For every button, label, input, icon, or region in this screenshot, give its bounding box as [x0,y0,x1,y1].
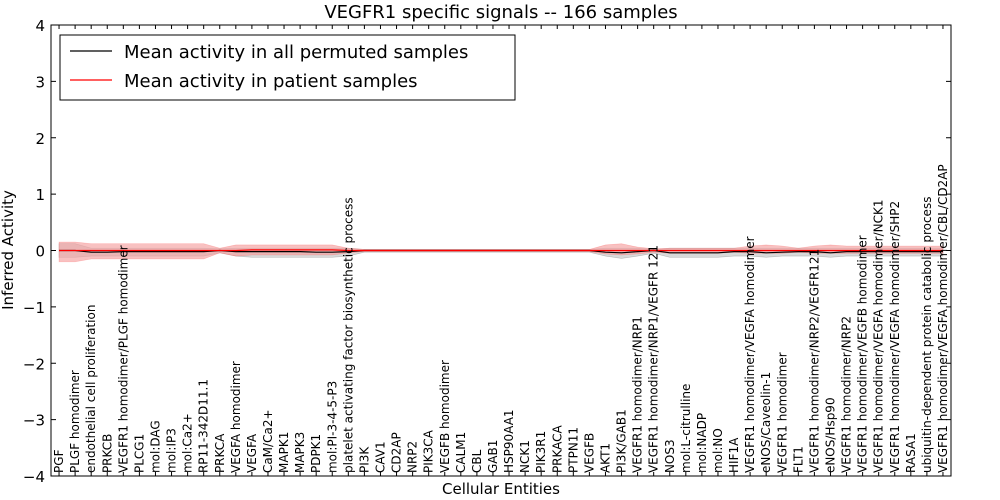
y-tick-label: 1 [35,186,45,204]
x-tick-label: PLCG1 [132,434,146,473]
x-tick-label: PRKACA [550,424,564,473]
x-tick-label: GAB1 [486,440,500,473]
y-axis: 4 3 2 1 0 −1 −2 −3 −4 [23,17,951,486]
x-tick-label: CAV1 [374,441,388,473]
x-tick-label: PRKCA [213,433,227,473]
x-tick-label: mol:IP3 [165,428,179,473]
y-tick-label: −2 [23,355,45,373]
x-tick-label: endothelial cell proliferation [84,305,98,473]
chart-title: VEGFR1 specific signals -- 166 samples [324,2,677,23]
x-tick-label: NRP2 [406,441,420,473]
legend-label-permuted: Mean activity in all permuted samples [124,42,468,63]
x-axis: PGF PLGF homodimer endothelial cell prolif… [52,25,950,476]
band-patient [58,241,944,263]
x-tick-label: RASA1 [904,433,918,473]
y-tick-label: 0 [35,243,45,261]
x-tick-label: VEGFB homodimer [438,360,452,473]
y-tick-label: 2 [35,130,45,148]
x-tick-label: PDPK1 [309,434,323,473]
x-tick-label: PRKCB [100,434,114,473]
x-tick-label: HIF1A [727,437,741,473]
x-tick-label: PTPN11 [566,427,580,473]
x-tick-label: platelet activating factor biosynthetic … [341,197,355,473]
x-axis-label: Cellular Entities [442,480,560,498]
y-tick-label: −3 [23,412,45,430]
y-axis-label: Inferred Activity [0,190,17,310]
x-tick-label: mol:DAG [149,420,163,473]
x-tick-label: VEGFR1 homodimer/VEGFA homodimer/SHP2 [888,201,902,473]
x-tick-label: VEGFR1 homodimer/VEGFA homodimer/NCK1 [872,200,886,474]
x-tick-label: VEGFR1 homodimer/NRP1 [631,316,645,473]
legend-label-patient: Mean activity in patient samples [124,71,418,92]
x-tick-label: PIK3R1 [534,431,548,473]
series-line-patient [59,249,943,252]
x-tick-label: PI3K/GAB1 [615,409,629,473]
x-tick-label: CALM1 [454,432,468,473]
x-tick-label: NOS3 [663,439,677,473]
plot-frame [50,24,952,477]
x-tick-label: VEGFR1 homodimer/VEGFA homodimer [743,236,757,473]
x-tick-label: PGF [52,449,66,473]
x-tick-label: eNOS/Hsp90 [824,397,838,473]
x-tick-label: VEGFA homodimer [229,361,243,473]
x-tick-label: HSP90AA1 [502,409,516,473]
x-tick-label: VEGFA [245,433,259,473]
x-tick-label: PIK3CA [422,429,436,473]
legend: Mean activity in all permuted samples Me… [59,34,516,101]
x-tick-label: VEGFR1 homodimer/NRP1/VEGFR 121 [647,245,661,473]
series-lines [59,249,943,254]
x-tick-label: RP11-342D11.1 [197,379,211,473]
x-tick-label: VEGFR1 homodimer [775,352,789,473]
x-tick-label: ubiquitin-dependent protein catabolic pr… [920,197,934,473]
x-tick-label: MAPK3 [293,432,307,473]
x-tick-label: NCK1 [518,440,532,473]
x-tick-label: VEGFR1 homodimer/NRP2/VEGFR121 [807,249,821,473]
legend-box [59,34,516,101]
x-tick-label: PLGF homodimer [68,370,82,473]
x-tick-label: CaM/Ca2+ [261,409,275,473]
x-tick-label: eNOS/Caveolin-1 [759,372,773,473]
x-tick-label: VEGFR1 homodimer/PLGF homodimer [116,245,130,473]
y-tick-label: 4 [35,17,45,35]
x-tick-label: VEGFR1 homodimer/VEGFB homodimer [856,235,870,473]
x-tick-label: mol:Ca2+ [181,413,195,473]
x-tick-label: mol:NO [711,428,725,473]
x-tick-label: mol:NADP [695,413,709,473]
y-tick-label: −1 [23,299,45,317]
x-tick-label: PI3K [357,446,371,473]
x-tick-label: VEGFR1 homodimer/VEGFA homodimer/CBL/CD2… [936,164,950,473]
x-tick-label: FLT1 [791,446,805,473]
x-tick-label: MAPK1 [277,432,291,473]
x-tick-label: CD2AP [390,432,404,473]
y-tick-label: −4 [23,468,45,486]
x-tick-label: AKT1 [599,443,613,473]
x-tick-label: mol:PI-3-4-5-P3 [325,381,339,473]
x-tick-label: VEGFB [582,433,596,473]
x-tick-label: CBL [470,449,484,473]
x-tick-label: VEGFR1 homodimer/NRP2 [840,316,854,473]
x-tick-label: mol:L-citrulline [679,384,693,473]
y-tick-label: 3 [35,73,45,91]
